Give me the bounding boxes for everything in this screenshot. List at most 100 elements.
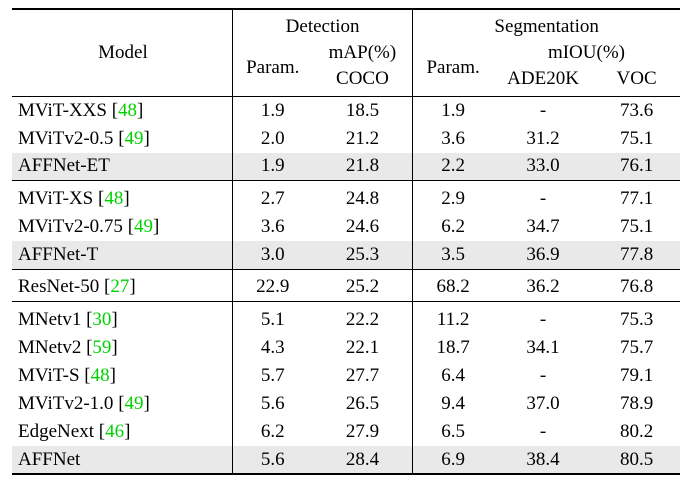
citation-ref: 46 (105, 421, 124, 442)
det-coco: 27.9 (313, 418, 413, 446)
seg-param: 2.2 (413, 153, 493, 181)
hdr-detection: Detection (232, 9, 412, 40)
seg-ade: - (493, 185, 593, 213)
seg-voc: 76.8 (593, 274, 680, 302)
table-row: MViT-XXS [48]1.918.51.9-73.6 (12, 97, 680, 125)
citation-ref: 49 (134, 216, 153, 237)
hdr-coco: COCO (313, 66, 413, 97)
table-row: MViT-S [48]5.727.76.4-79.1 (12, 362, 680, 390)
seg-param: 6.4 (413, 362, 493, 390)
seg-voc: 75.1 (593, 213, 680, 241)
det-coco: 25.3 (313, 241, 413, 269)
table-row: MNetv1 [30]5.122.211.2-75.3 (12, 306, 680, 334)
det-param: 4.3 (232, 334, 312, 362)
det-param: 5.7 (232, 362, 312, 390)
seg-ade: 38.4 (493, 446, 593, 474)
model-name: MViT-S [48] (12, 362, 232, 390)
seg-voc: 75.7 (593, 334, 680, 362)
header-row-1: Model Detection Segmentation (12, 9, 680, 40)
seg-ade: 34.7 (493, 213, 593, 241)
seg-voc: 80.2 (593, 418, 680, 446)
seg-ade: - (493, 362, 593, 390)
citation-ref: 48 (104, 188, 123, 209)
table-row: MViTv2-0.75 [49]3.624.66.234.775.1 (12, 213, 680, 241)
citation-ref: 27 (110, 276, 129, 297)
bottom-rule (12, 474, 680, 479)
det-coco: 21.2 (313, 125, 413, 153)
seg-voc: 73.6 (593, 97, 680, 125)
hdr-map: mAP(%) (313, 40, 413, 66)
det-param: 5.6 (232, 390, 312, 418)
model-name: EdgeNext [46] (12, 418, 232, 446)
seg-param: 11.2 (413, 306, 493, 334)
det-coco: 28.4 (313, 446, 413, 474)
seg-param: 6.9 (413, 446, 493, 474)
table-row: AFFNet-ET1.921.82.233.076.1 (12, 153, 680, 181)
model-name: MNetv2 [59] (12, 334, 232, 362)
citation-ref: 59 (92, 337, 111, 358)
seg-ade: 36.9 (493, 241, 593, 269)
seg-voc: 77.1 (593, 185, 680, 213)
model-name: AFFNet (12, 446, 232, 474)
table-row: EdgeNext [46]6.227.96.5-80.2 (12, 418, 680, 446)
seg-voc: 76.1 (593, 153, 680, 181)
det-coco: 24.6 (313, 213, 413, 241)
seg-ade: 31.2 (493, 125, 593, 153)
det-coco: 18.5 (313, 97, 413, 125)
table-row: ResNet-50 [27]22.925.268.236.276.8 (12, 274, 680, 302)
citation-ref: 49 (125, 393, 144, 414)
seg-ade: - (493, 97, 593, 125)
hdr-segmentation: Segmentation (413, 9, 680, 40)
det-coco: 26.5 (313, 390, 413, 418)
model-name: MViT-XXS [48] (12, 97, 232, 125)
seg-voc: 80.5 (593, 446, 680, 474)
seg-ade: 33.0 (493, 153, 593, 181)
seg-param: 6.5 (413, 418, 493, 446)
seg-voc: 79.1 (593, 362, 680, 390)
det-coco: 25.2 (313, 274, 413, 302)
model-name: MViTv2-1.0 [49] (12, 390, 232, 418)
results-table: Model Detection Segmentation Param. mAP(… (12, 8, 680, 479)
model-name: MViTv2-0.75 [49] (12, 213, 232, 241)
table-row: AFFNet5.628.46.938.480.5 (12, 446, 680, 474)
seg-param: 3.5 (413, 241, 493, 269)
det-param: 1.9 (232, 153, 312, 181)
hdr-det-param: Param. (232, 40, 312, 97)
model-name: AFFNet-T (12, 241, 232, 269)
det-coco: 22.2 (313, 306, 413, 334)
model-name: AFFNet-ET (12, 153, 232, 181)
citation-ref: 48 (118, 100, 137, 121)
det-coco: 27.7 (313, 362, 413, 390)
seg-param: 18.7 (413, 334, 493, 362)
hdr-seg-param: Param. (413, 40, 493, 97)
seg-param: 2.9 (413, 185, 493, 213)
table-row: MViTv2-0.5 [49]2.021.23.631.275.1 (12, 125, 680, 153)
table-row: AFFNet-T3.025.33.536.977.8 (12, 241, 680, 269)
seg-ade: 34.1 (493, 334, 593, 362)
det-coco: 24.8 (313, 185, 413, 213)
seg-param: 1.9 (413, 97, 493, 125)
det-param: 3.6 (232, 213, 312, 241)
hdr-voc: VOC (593, 66, 680, 97)
seg-param: 68.2 (413, 274, 493, 302)
seg-ade: 36.2 (493, 274, 593, 302)
det-coco: 21.8 (313, 153, 413, 181)
seg-voc: 77.8 (593, 241, 680, 269)
det-param: 3.0 (232, 241, 312, 269)
citation-ref: 30 (92, 309, 111, 330)
citation-ref: 49 (125, 128, 144, 149)
det-param: 5.1 (232, 306, 312, 334)
seg-param: 9.4 (413, 390, 493, 418)
hdr-ade20k: ADE20K (493, 66, 593, 97)
seg-voc: 78.9 (593, 390, 680, 418)
seg-ade: - (493, 306, 593, 334)
seg-voc: 75.3 (593, 306, 680, 334)
seg-voc: 75.1 (593, 125, 680, 153)
table-row: MViT-XS [48]2.724.82.9-77.1 (12, 185, 680, 213)
model-name: MViTv2-0.5 [49] (12, 125, 232, 153)
seg-param: 3.6 (413, 125, 493, 153)
det-param: 22.9 (232, 274, 312, 302)
hdr-miou: mIOU(%) (493, 40, 680, 66)
seg-ade: - (493, 418, 593, 446)
table-row: MViTv2-1.0 [49]5.626.59.437.078.9 (12, 390, 680, 418)
